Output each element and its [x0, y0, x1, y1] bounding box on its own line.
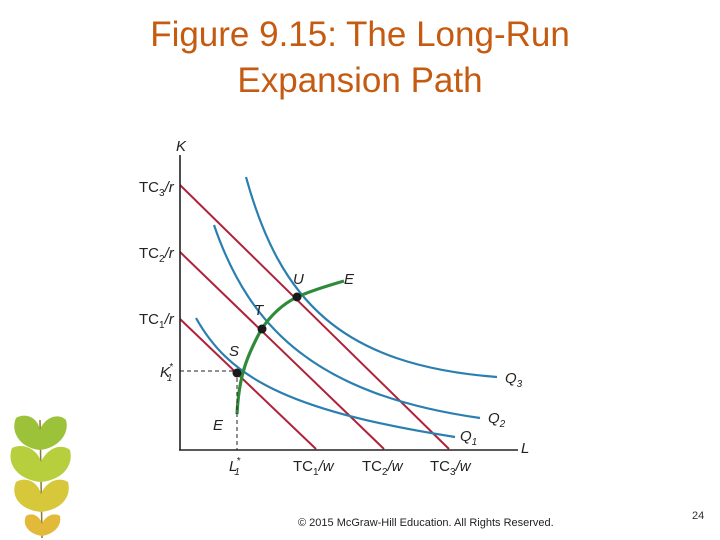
y-tick-k1-star: K* 1 [160, 362, 174, 384]
point-t-label: T [254, 302, 265, 319]
y-tick-tc2-r: TC2/r [139, 245, 175, 265]
isoquant-q3 [244, 176, 498, 379]
point-u-label: U [293, 271, 304, 288]
y-tick-tc1-r: TC1/r [139, 311, 175, 331]
y-axis-label: K [176, 138, 187, 155]
point-s-marker [232, 368, 242, 378]
isocost-line-1 [179, 318, 317, 450]
isoquant-q2 [212, 224, 481, 420]
title-line-1: Figure 9.15: The Long-Run [150, 15, 570, 54]
y-tick-tc3-r: TC3/r [139, 179, 175, 199]
isoquant-q3-label: Q3 [505, 370, 523, 390]
x-tick-tc1-w: TC1/w [293, 458, 335, 478]
x-axis-label: L [521, 440, 529, 457]
page-number: 24 [692, 510, 705, 522]
point-t-marker [257, 324, 267, 334]
isoquant-q1-label: Q1 [460, 428, 477, 448]
x-tick-tc3-w: TC3/w [430, 458, 472, 478]
title-line-2: Expansion Path [237, 61, 483, 100]
slide-title: Figure 9.15: The Long-Run Expansion Path [0, 12, 720, 104]
point-s-label: S [229, 343, 239, 360]
isocost-line-3 [179, 184, 450, 450]
x-tick-l1-star: L* 1 [229, 456, 241, 478]
x-tick-tc2-w: TC2/w [362, 458, 404, 478]
ginkgo-leaf-decoration [10, 415, 71, 539]
point-u-marker [292, 292, 302, 302]
expansion-path-label-top: E [344, 271, 355, 288]
isoquant-q2-label: Q2 [488, 410, 506, 430]
expansion-path-label-bottom: E [213, 417, 224, 434]
isoquant-q1 [195, 317, 456, 439]
copyright-footer: © 2015 McGraw-Hill Education. All Rights… [298, 517, 554, 529]
